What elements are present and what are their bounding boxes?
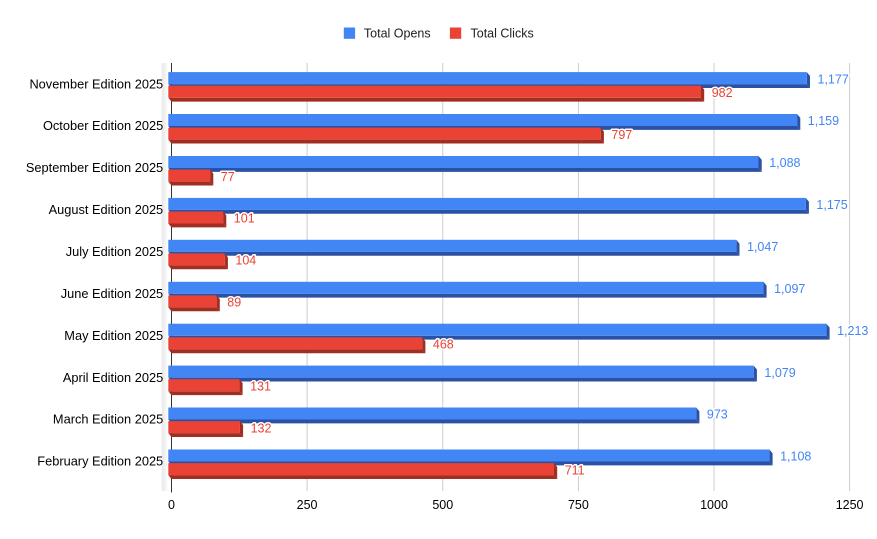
svg-text:April Edition 2025: April Edition 2025	[63, 370, 163, 385]
svg-text:0: 0	[168, 498, 175, 512]
svg-text:November Edition 2025: November Edition 2025	[29, 76, 163, 91]
svg-text:1,159: 1,159	[808, 114, 839, 128]
svg-text:132: 132	[251, 421, 272, 435]
svg-text:February Edition 2025: February Edition 2025	[37, 454, 163, 469]
svg-text:1,079: 1,079	[764, 366, 795, 380]
svg-text:1,097: 1,097	[774, 282, 805, 296]
svg-text:October Edition 2025: October Edition 2025	[43, 118, 163, 133]
svg-text:131: 131	[250, 379, 271, 393]
svg-text:1250: 1250	[836, 498, 864, 512]
svg-text:March Edition 2025: March Edition 2025	[53, 412, 163, 427]
svg-text:Total Clicks: Total Clicks	[471, 27, 534, 41]
svg-text:1,175: 1,175	[816, 198, 847, 212]
svg-text:1,213: 1,213	[837, 324, 868, 338]
svg-text:1000: 1000	[700, 498, 728, 512]
svg-text:468: 468	[433, 338, 454, 352]
svg-text:Total Opens: Total Opens	[364, 27, 431, 41]
svg-text:104: 104	[235, 254, 256, 268]
svg-text:89: 89	[227, 296, 241, 310]
svg-text:77: 77	[221, 170, 235, 184]
svg-text:May Edition 2025: May Edition 2025	[64, 328, 163, 343]
svg-text:June Edition 2025: June Edition 2025	[61, 286, 163, 301]
svg-text:250: 250	[297, 498, 318, 512]
svg-text:500: 500	[432, 498, 453, 512]
svg-text:1,108: 1,108	[780, 450, 811, 464]
svg-text:July Edition 2025: July Edition 2025	[66, 244, 163, 259]
svg-text:101: 101	[234, 212, 255, 226]
svg-text:August Edition 2025: August Edition 2025	[49, 202, 164, 217]
svg-text:750: 750	[568, 498, 589, 512]
svg-text:973: 973	[707, 408, 728, 422]
svg-text:1,177: 1,177	[818, 72, 849, 86]
svg-text:797: 797	[611, 128, 632, 142]
svg-text:982: 982	[712, 86, 733, 100]
svg-text:711: 711	[565, 463, 585, 477]
svg-text:1,088: 1,088	[769, 156, 800, 170]
svg-text:1,047: 1,047	[747, 240, 778, 254]
svg-text:September Edition 2025: September Edition 2025	[26, 160, 163, 175]
